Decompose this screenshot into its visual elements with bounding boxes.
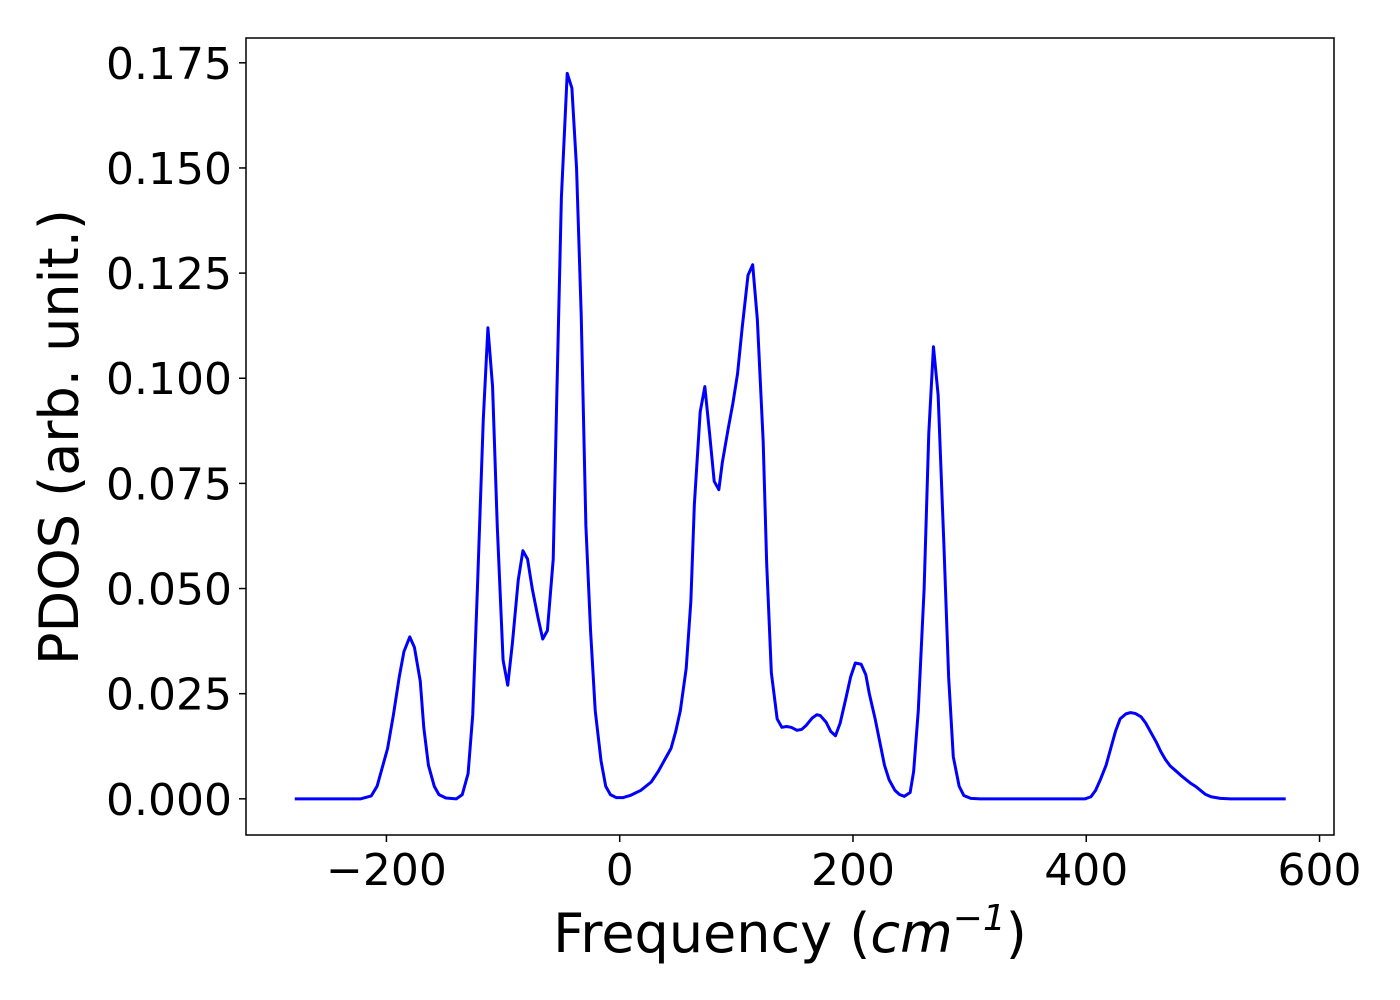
y-tick-label: 0.150 bbox=[106, 144, 232, 195]
x-label-unit: cm bbox=[870, 902, 952, 965]
data-line bbox=[294, 71, 1286, 801]
x-tick-label: −200 bbox=[326, 845, 447, 896]
y-tick-label: 0.000 bbox=[106, 775, 232, 826]
x-tick-label: 400 bbox=[1044, 845, 1128, 896]
y-tick-label: 0.075 bbox=[106, 459, 232, 510]
x-label-text: Frequency ( bbox=[553, 902, 870, 965]
x-axis-label: Frequency (cm−1) bbox=[553, 898, 1027, 965]
x-tick-label: 600 bbox=[1278, 845, 1362, 896]
x-label-exponent: −1 bbox=[953, 898, 1006, 939]
x-label-close: ) bbox=[1006, 902, 1027, 965]
y-axis-label: PDOS (arb. unit.) bbox=[28, 209, 91, 665]
y-tick-label: 0.025 bbox=[106, 670, 232, 721]
x-tick-label: 200 bbox=[811, 845, 895, 896]
x-tick-label: 0 bbox=[606, 845, 634, 896]
plot-frame bbox=[245, 37, 1335, 836]
y-tick-label: 0.100 bbox=[106, 354, 232, 405]
y-tick-label: 0.175 bbox=[106, 39, 232, 90]
y-tick-label: 0.050 bbox=[106, 565, 232, 616]
y-tick-label: 0.125 bbox=[106, 249, 232, 300]
